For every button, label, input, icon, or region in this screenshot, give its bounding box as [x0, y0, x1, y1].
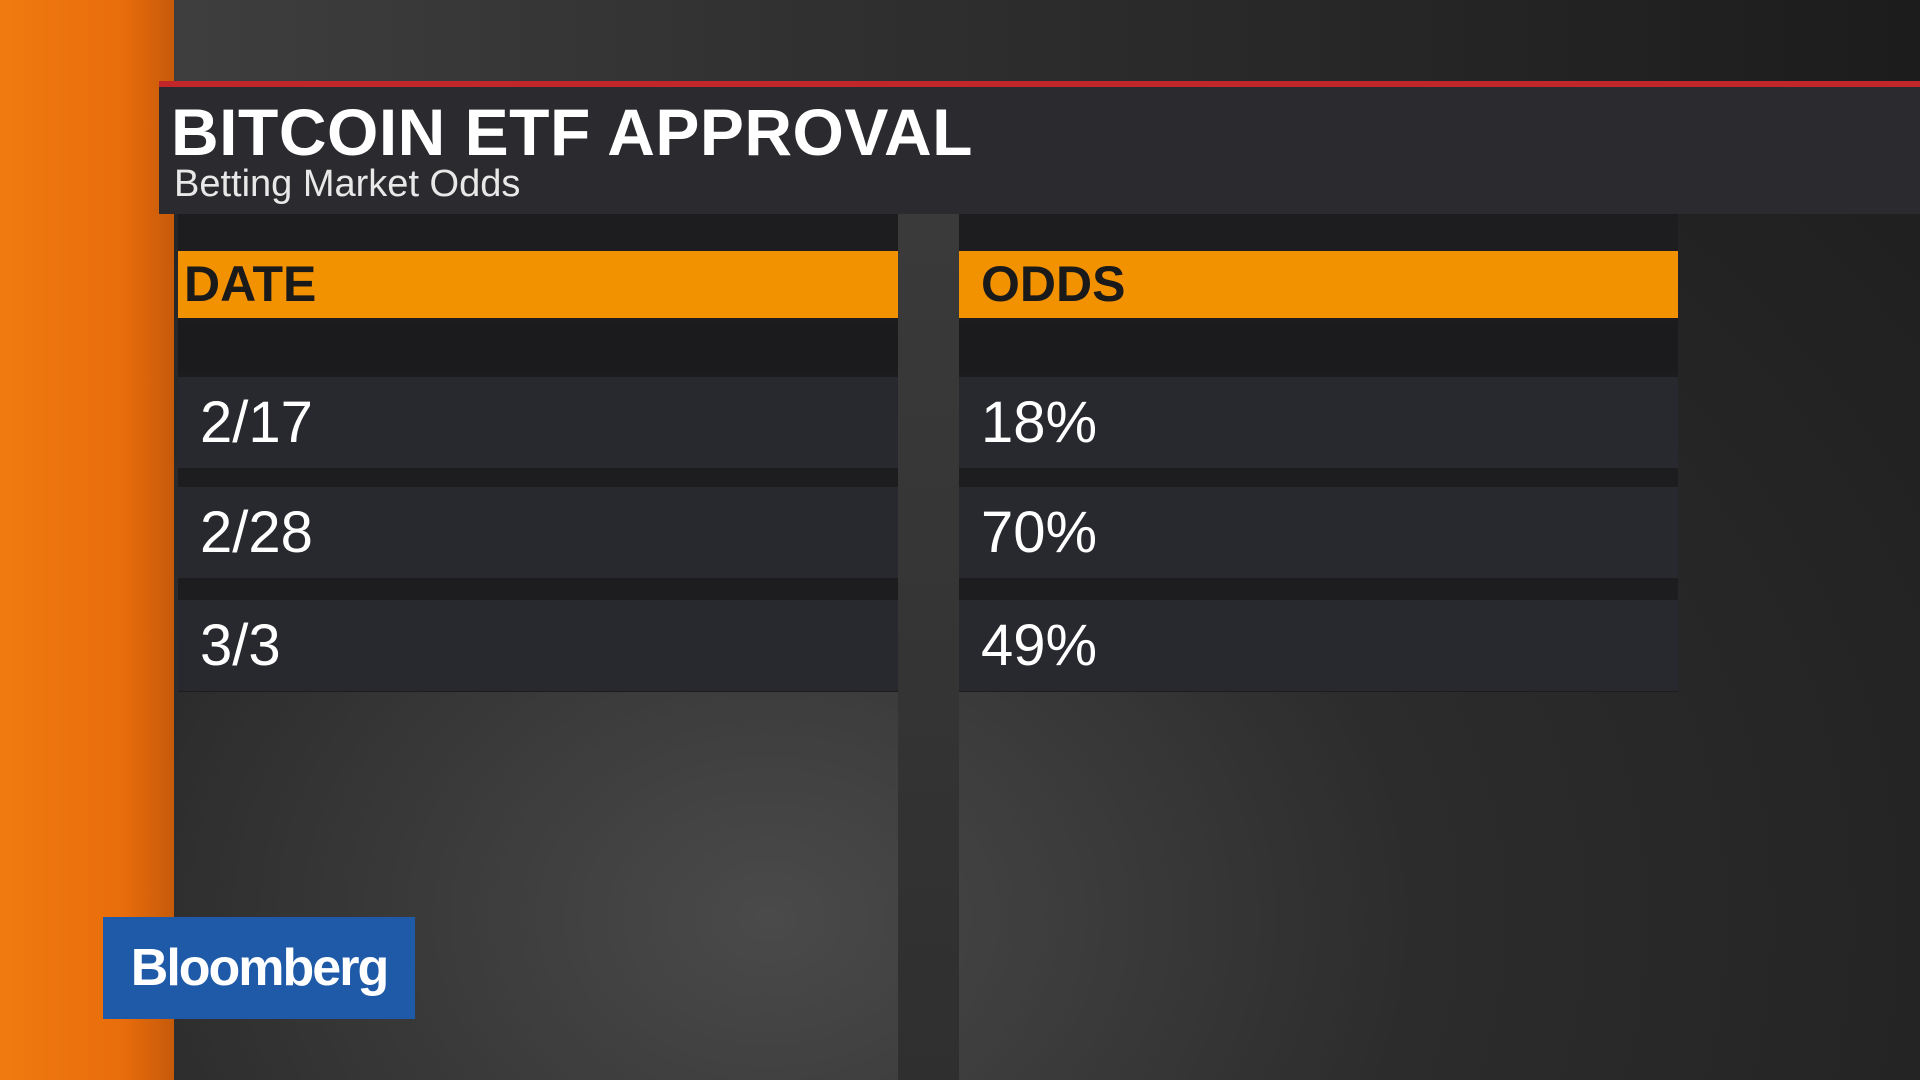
column-divider — [898, 214, 959, 1080]
table-cell: 49% — [959, 600, 1678, 691]
table-cell: 70% — [959, 487, 1678, 578]
subtitle: Betting Market Odds — [174, 163, 521, 205]
spacer-row — [178, 321, 898, 373]
side-bar — [0, 0, 174, 1080]
header-band — [159, 87, 1920, 214]
table-cell: 3/3 — [178, 600, 898, 691]
table-cell: 18% — [959, 377, 1678, 468]
background-strip — [174, 0, 1920, 83]
spacer-row — [959, 321, 1678, 373]
accent-line — [159, 81, 1920, 87]
column-header: ODDS — [959, 251, 1678, 318]
logo: Bloomberg — [103, 917, 415, 1019]
title: BITCOIN ETF APPROVAL — [171, 95, 973, 169]
table-cell: 2/28 — [178, 487, 898, 578]
table-cell: 2/17 — [178, 377, 898, 468]
column-header: DATE — [178, 251, 898, 318]
